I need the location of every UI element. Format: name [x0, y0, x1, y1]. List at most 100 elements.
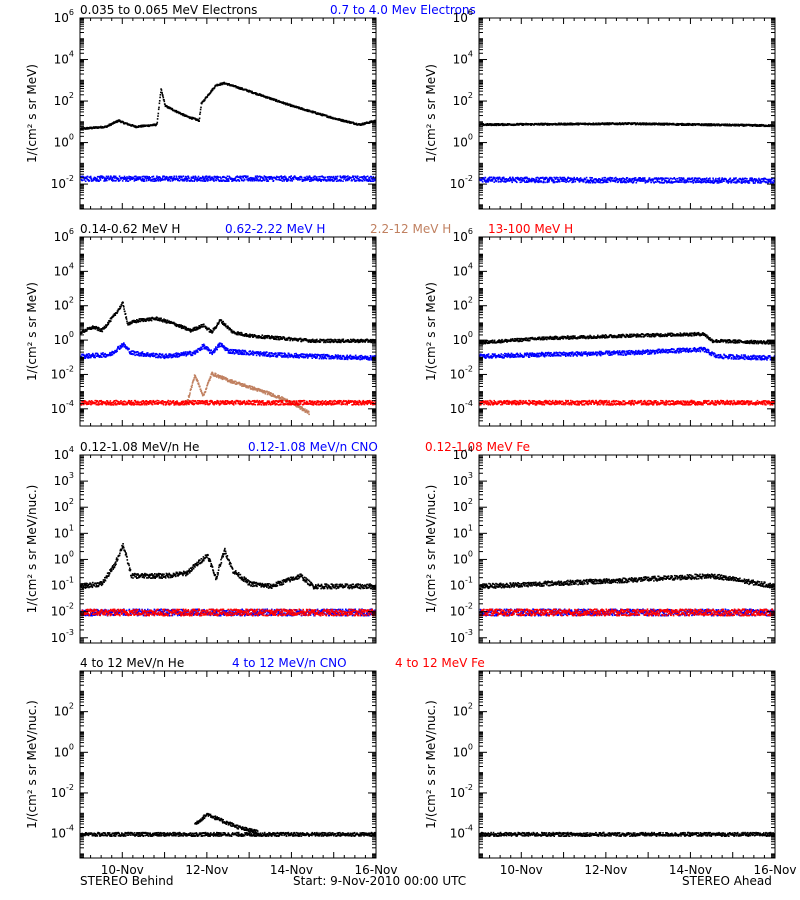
xtick-label: 16-Nov [753, 863, 796, 877]
ytick-label: 100 [453, 133, 473, 150]
legend-entry-row2-3: 2.2-12 MeV H [370, 222, 451, 236]
ytick-label: 102 [54, 296, 74, 313]
ytick-label: 10-4 [51, 824, 74, 841]
legend-entry-row1-1: 0.035 to 0.065 MeV Electrons [80, 3, 257, 17]
legend-entry-row3-3: 0.12-1.08 MeV Fe [425, 440, 530, 454]
series-row2-ahead-2 [479, 346, 775, 361]
series-row4-behind-1 [80, 831, 376, 837]
footer-left: STEREO Behind [80, 874, 174, 888]
legend-entry-row4-3: 4 to 12 MeV Fe [395, 656, 485, 670]
ytick-label: 10-4 [51, 399, 74, 416]
ytick-label: 100 [54, 133, 74, 150]
ytick-label: 10-2 [450, 174, 473, 191]
ylabel: 1/(cm² s sr MeV/nuc.) [25, 485, 39, 614]
panel-row3-ahead: 10-3 10-2 10-1 100 101 102 103 104 1/(cm² s sr M… [424, 445, 776, 645]
xtick-label: 12-Nov [185, 863, 228, 877]
series-row3-ahead-3 [479, 608, 775, 617]
ytick-label: 104 [453, 50, 473, 67]
ytick-label: 103 [54, 471, 74, 488]
ytick-label: 106 [54, 227, 74, 244]
ytick-label: 102 [453, 91, 473, 108]
xtick-label: 12-Nov [584, 863, 627, 877]
series-row1-ahead-2 [479, 176, 775, 184]
ylabel: 1/(cm² s sr MeV/nuc.) [424, 485, 438, 614]
ytick-label: 10-2 [51, 602, 74, 619]
panel-row1-ahead: 10-2 100 102 104 106 1/(cm² s sr MeV) [424, 8, 776, 210]
series-row2-ahead-1 [479, 331, 775, 345]
ytick-label: 10-4 [450, 824, 473, 841]
series-row3-behind-1 [80, 543, 376, 590]
panel-titles: 0.035 to 0.065 MeV Electrons 0.7 to 4.0 M… [80, 3, 573, 670]
ytick-label: 102 [453, 497, 473, 514]
xtick-label: 10-Nov [101, 863, 144, 877]
ytick-label: 100 [453, 549, 473, 566]
legend-entry-row2-2: 0.62-2.22 MeV H [225, 222, 325, 236]
ytick-label: 100 [453, 330, 473, 347]
ytick-label: 10-2 [450, 364, 473, 381]
ylabel: 1/(cm² s sr MeV/nuc.) [424, 700, 438, 829]
axes-frame [478, 670, 776, 859]
panel-row4-ahead: 10-Nov 12-Nov 14-Nov 16-Nov 10-4 10-2 100 102 1/… [424, 670, 797, 877]
ytick-label: 10-2 [450, 783, 473, 800]
series-row2-behind-2 [80, 342, 376, 361]
ylabel: 1/(cm² s sr MeV) [424, 64, 438, 163]
panel-row2-ahead: 10-4 10-2 100 102 104 106 1/(cm² s sr MeV) [424, 227, 776, 427]
ytick-label: 104 [453, 261, 473, 278]
footer-right: STEREO Ahead [682, 874, 772, 888]
ylabel: 1/(cm² s sr MeV) [25, 282, 39, 381]
xtick-label: 10-Nov [500, 863, 543, 877]
ytick-label: 102 [54, 497, 74, 514]
ytick-label: 10-1 [51, 576, 74, 593]
ylabel: 1/(cm² s sr MeV) [25, 64, 39, 163]
ytick-label: 101 [54, 523, 74, 540]
ytick-label: 100 [54, 330, 74, 347]
ytick-label: 10-2 [450, 602, 473, 619]
ylabel: 1/(cm² s sr MeV) [424, 282, 438, 381]
series-row4-ahead-1 [479, 831, 775, 837]
ytick-label: 102 [453, 296, 473, 313]
ytick-label: 106 [54, 8, 74, 25]
series-row1-ahead-1 [479, 122, 775, 128]
xtick-label: 14-Nov [270, 863, 313, 877]
legend-entry-row4-1: 4 to 12 MeV/n He [80, 656, 184, 670]
axes-frame [79, 670, 377, 859]
legend-entry-row2-4: 13-100 MeV H [488, 222, 573, 236]
series-row2-behind-4 [80, 399, 376, 406]
ytick-label: 104 [54, 445, 74, 462]
ytick-label: 106 [453, 227, 473, 244]
series-row4-behind-2 [194, 812, 260, 835]
ytick-label: 101 [453, 523, 473, 540]
panel-row4-behind: 10-Nov 12-Nov 14-Nov 16-Nov 10-4 10-2 100 102 1/… [25, 670, 398, 877]
ytick-label: 10-2 [51, 364, 74, 381]
ytick-label: 10-1 [450, 576, 473, 593]
ytick-label: 10-4 [450, 399, 473, 416]
xtick-label: 16-Nov [354, 863, 397, 877]
ytick-label: 102 [54, 702, 74, 719]
panel-row3-behind: 10-3 10-2 10-1 100 101 102 103 104 1/(cm² s sr M… [25, 445, 377, 645]
ytick-label: 104 [54, 50, 74, 67]
ytick-label: 10-2 [51, 783, 74, 800]
ytick-label: 10-3 [450, 628, 473, 645]
legend-entry-row1-2: 0.7 to 4.0 Mev Electrons [330, 3, 476, 17]
legend-entry-row3-1: 0.12-1.08 MeV/n He [80, 440, 199, 454]
ytick-label: 10-2 [51, 174, 74, 191]
legend-entry-row3-2: 0.12-1.08 MeV/n CNO [248, 440, 378, 454]
ytick-label: 102 [54, 91, 74, 108]
series-row2-ahead-3 [479, 399, 775, 406]
legend-entry-row4-2: 4 to 12 MeV/n CNO [232, 656, 347, 670]
xtick-label: 14-Nov [669, 863, 712, 877]
panel-row1-behind: 10-2 100 102 104 106 1/(cm² s sr MeV) [25, 8, 377, 210]
series-row3-ahead-1 [479, 573, 775, 590]
ytick-label: 106 [453, 8, 473, 25]
ytick-label: 103 [453, 471, 473, 488]
series-row3-behind-3 [80, 608, 376, 617]
ylabel: 1/(cm² s sr MeV/nuc.) [25, 700, 39, 829]
series-row1-behind-1 [80, 81, 376, 130]
ytick-label: 10-3 [51, 628, 74, 645]
series-row2-behind-3 [185, 371, 310, 416]
ytick-label: 100 [54, 549, 74, 566]
series-row1-behind-2 [80, 175, 376, 182]
axes-frame [478, 236, 776, 427]
